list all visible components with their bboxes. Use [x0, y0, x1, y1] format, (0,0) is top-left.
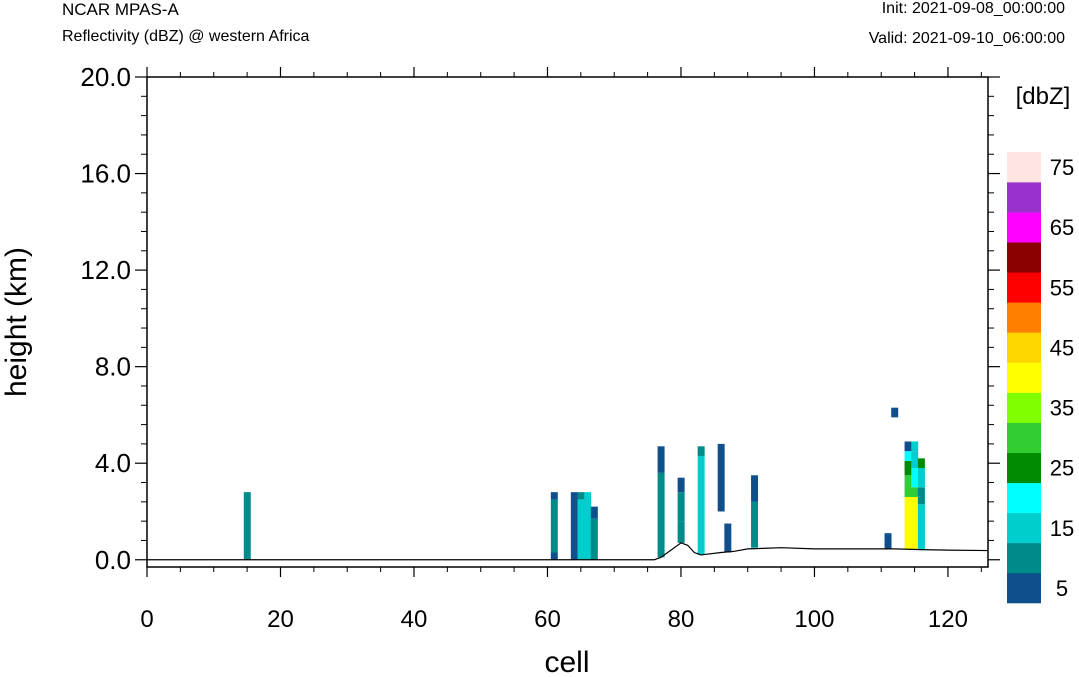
colorbar-swatch [1007, 482, 1041, 514]
init-time: Init: 2021-09-08_00:00:00 [881, 0, 1065, 17]
reflectivity-cell-61-1 [550, 499, 558, 553]
colorbar-label: 55 [1050, 275, 1074, 300]
colorbar-swatch [1007, 332, 1041, 363]
reflectivity-cell-114-2 [904, 460, 912, 476]
colorbar-swatch [1007, 572, 1041, 604]
colorbar-label: 75 [1050, 155, 1074, 180]
reflectivity-cell-91-1 [751, 475, 759, 502]
reflectivity-cell-87-0 [724, 523, 732, 553]
colorbar-swatch [1007, 242, 1041, 273]
reflectivity-cell-83-0 [697, 455, 705, 555]
x-tick-label: 20 [267, 606, 294, 633]
reflectivity-cell-65-0 [577, 499, 585, 560]
colorbar-label: 25 [1050, 456, 1074, 481]
reflectivity-cell-116-3 [917, 458, 925, 469]
axis-ticks: 0 20 40 60 80 100 120 0.0 4.0 8.0 12.0 16.0 20.0 [80, 62, 1000, 633]
y-tick-label: 16.0 [80, 159, 131, 189]
colorbar-swatch [1007, 452, 1041, 484]
colorbar-title: [dbZ] [1016, 83, 1071, 110]
colorbar-label: 45 [1050, 335, 1074, 360]
y-tick-label: 12.0 [80, 255, 131, 285]
valid-time: Valid: 2021-09-10_06:00:00 [868, 30, 1065, 47]
reflectivity-cell-112-0 [891, 407, 899, 418]
plot-frame [146, 76, 989, 568]
x-tick-label: 120 [928, 606, 968, 633]
reflectivity-cell-80-1 [677, 492, 685, 522]
reflectivity-cell-114-4 [904, 441, 912, 452]
x-tick-label: 80 [668, 606, 695, 633]
field-title: Reflectivity (dBZ) @ western Africa [62, 28, 310, 45]
colorbar-swatch [1007, 422, 1041, 453]
reflectivity-cell-86-0 [717, 443, 725, 512]
reflectivity-cell-80-0 [677, 521, 685, 543]
colorbar-swatch [1007, 512, 1041, 544]
model-title: NCAR MPAS-A [62, 0, 179, 19]
colorbar-label: 15 [1050, 516, 1074, 541]
reflectivity-cell-61-0 [550, 552, 558, 560]
reflectivity-cell-77-1 [657, 446, 665, 473]
reflectivity-cell-115-2 [911, 468, 919, 488]
reflectivity-cell-116-0 [917, 504, 925, 549]
y-axis-label: height (km) [0, 247, 33, 397]
reflectivity-cell-91-0 [751, 501, 759, 548]
colorbar-swatch [1007, 272, 1041, 303]
reflectivity-cell-111-0 [884, 533, 892, 549]
colorbar-swatch [1007, 392, 1041, 423]
reflectivity-cell-66-0 [584, 492, 592, 560]
reflectivity-cell-115-0 [911, 497, 919, 549]
reflectivity-cell-80-2 [677, 477, 685, 493]
reflectivity-cell-67-0 [590, 518, 598, 560]
y-tick-label: 4.0 [95, 448, 131, 478]
colorbar-label: 35 [1050, 396, 1074, 421]
reflectivity-cell-83-1 [697, 446, 705, 456]
y-tick-label: 20.0 [80, 62, 131, 92]
colorbar-label: 65 [1050, 215, 1074, 240]
reflectivity-cell-114-3 [904, 451, 912, 461]
y-tick-label: 8.0 [95, 352, 131, 382]
reflectivity-cell-61-2 [550, 492, 558, 500]
y-tick-label: 0.0 [95, 545, 131, 575]
reflectivity-cell-114-1 [904, 475, 912, 497]
reflectivity-cell-15-0 [243, 492, 251, 560]
reflectivity-cell-114-0 [904, 497, 912, 549]
x-tick-label: 60 [534, 606, 561, 633]
colorbar-swatch [1007, 302, 1041, 333]
colorbar-swatch [1007, 542, 1041, 574]
x-tick-label: 0 [140, 606, 153, 633]
reflectivity-cell-116-1 [917, 487, 925, 505]
colorbar-swatch [1007, 212, 1041, 243]
reflectivity-cell-64-0 [570, 492, 578, 560]
terrain-line [147, 542, 989, 561]
colorbar-swatch [1007, 362, 1041, 393]
colorbar-label: 5 [1056, 576, 1068, 601]
colorbar-swatch [1007, 182, 1041, 213]
colorbar-swatch [1007, 152, 1041, 183]
reflectivity-cell-77-0 [657, 472, 665, 558]
reflectivity-cell-115-1 [911, 487, 919, 497]
x-tick-label: 40 [401, 606, 428, 633]
colorbar: 5 15 25 35 45 55 65 75 [1007, 152, 1074, 604]
x-tick-label: 100 [794, 606, 834, 633]
reflectivity-cell-115-4 [911, 441, 919, 452]
reflectivity-cell-65-1 [577, 492, 585, 500]
reflectivity-cell-115-3 [911, 451, 919, 469]
data-layer [147, 407, 989, 561]
reflectivity-cell-116-2 [917, 468, 925, 488]
reflectivity-cell-67-1 [590, 506, 598, 519]
x-axis-label: cell [544, 646, 589, 677]
